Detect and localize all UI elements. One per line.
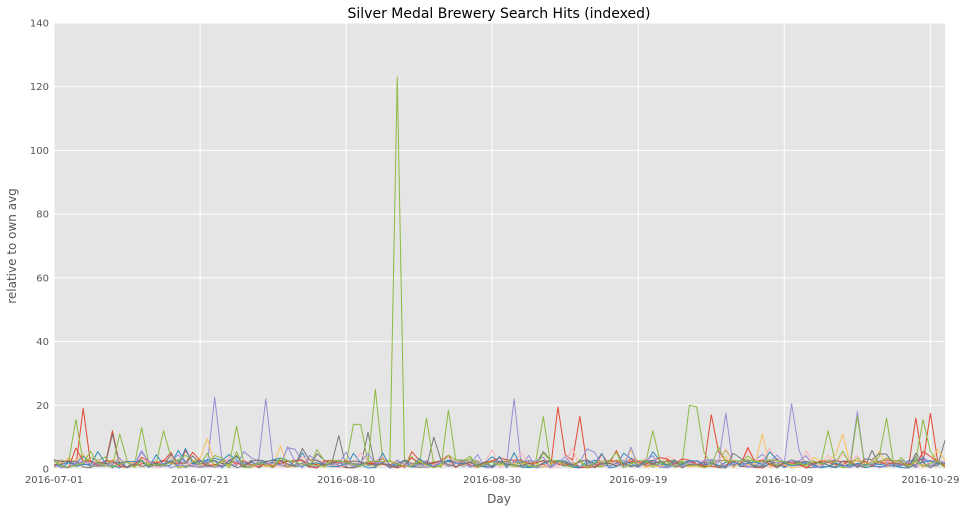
- x-axis-title: Day: [487, 492, 511, 506]
- x-tick-label: 2016-07-01: [25, 475, 83, 486]
- x-tick-label: 2016-10-09: [755, 475, 813, 486]
- x-tick-label: 2016-08-30: [463, 475, 521, 486]
- y-tick-label: 40: [36, 337, 49, 348]
- y-tick-label: 140: [30, 19, 49, 30]
- x-tick-label: 2016-10-29: [901, 475, 959, 486]
- series-line-11: [53, 447, 946, 469]
- x-tick-label: 2016-09-19: [609, 475, 667, 486]
- y-tick-label: 120: [30, 82, 49, 93]
- chart-title: Silver Medal Brewery Search Hits (indexe…: [348, 6, 651, 22]
- x-axis: 2016-07-01 2016-07-21 2016-08-10 2016-08-30…: [25, 475, 960, 486]
- y-tick-label: 0: [43, 465, 49, 476]
- y-tick-label: 80: [36, 210, 49, 221]
- series-line-6: [53, 76, 946, 469]
- y-axis-title: relative to own avg: [5, 188, 19, 304]
- x-tick-label: 2016-08-10: [317, 475, 375, 486]
- y-tick-label: 100: [30, 146, 49, 157]
- series-line-7: [53, 447, 946, 469]
- y-tick-label: 60: [36, 273, 49, 284]
- series-line-5: [53, 433, 946, 469]
- series-group: [53, 76, 946, 469]
- x-tick-label: 2016-07-21: [171, 475, 229, 486]
- y-tick-label: 20: [36, 401, 49, 412]
- plot-area: [54, 23, 945, 469]
- y-axis: 0 20 40 60 80 100 120 140: [30, 19, 49, 476]
- gridlines: [53, 22, 945, 470]
- series-line-12: [53, 446, 946, 469]
